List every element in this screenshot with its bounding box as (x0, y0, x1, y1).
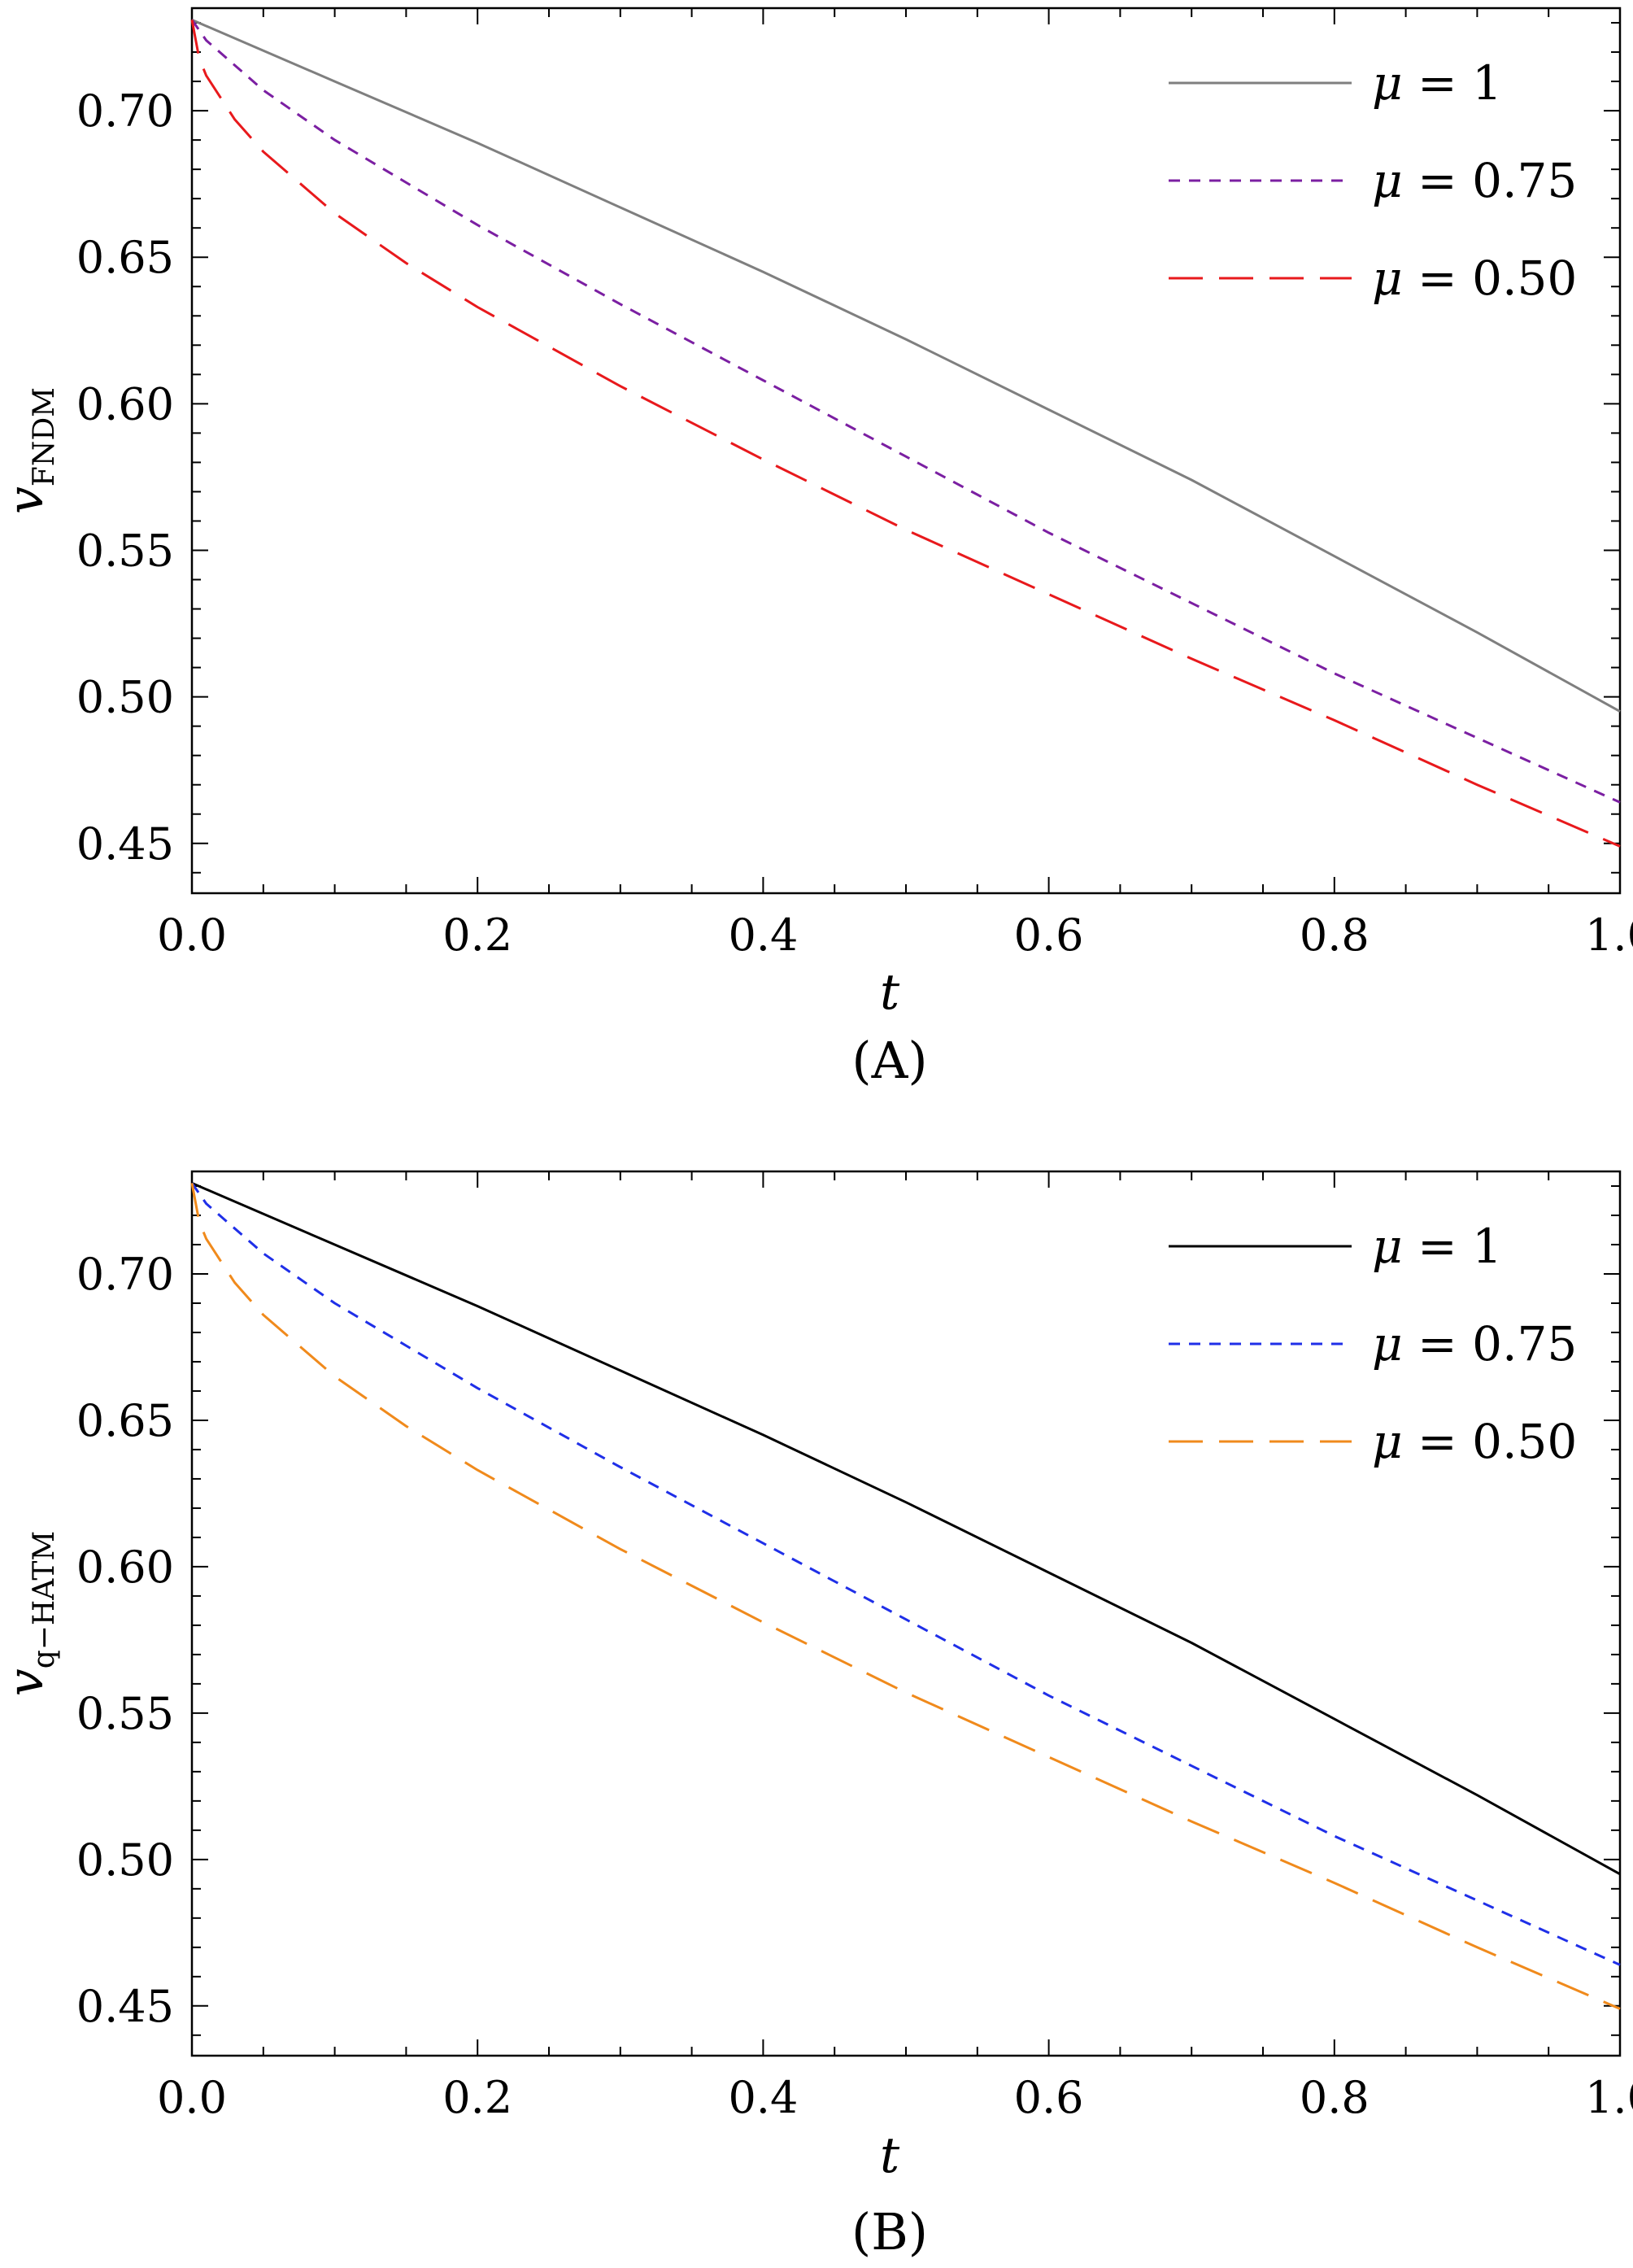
legend-label-3: μ = 0.50 (1372, 1414, 1577, 1469)
series-line-3 (190, 20, 1621, 848)
legend-label-2: μ = 0.75 (1372, 153, 1577, 208)
y-tick-label: 0.50 (76, 672, 174, 723)
x-tick-label: 1.0 (1585, 2072, 1633, 2123)
x-axis-title: t (880, 964, 900, 1021)
y-tick-label: 0.45 (76, 818, 174, 870)
x-tick-label: 0.4 (728, 2072, 798, 2123)
y-tick-label: 0.60 (76, 1542, 174, 1593)
chart-panel-b: 0.0 0.2 0.4 0.6 0.8 1.0 0.45 0.50 0.55 0.60 0.65 0.… (0, 1170, 1633, 2261)
series-line-2 (190, 1182, 1621, 1966)
legend-label-2: μ = 0.75 (1372, 1316, 1577, 1372)
panel-label: (B) (851, 2202, 928, 2261)
series-line-1 (191, 19, 1621, 713)
y-tick-label: 0.50 (76, 1834, 174, 1886)
x-tick-label: 0.6 (1014, 2072, 1084, 2123)
x-tick-label: 0.2 (442, 2072, 512, 2123)
legend-label-1: μ = 1 (1372, 1219, 1502, 1274)
y-tick-label: 0.65 (76, 232, 174, 283)
series-line-3 (190, 1183, 1621, 2010)
x-tick-label: 1.0 (1585, 909, 1633, 961)
series-line-2 (190, 19, 1621, 804)
y-tick-label: 0.55 (76, 1688, 174, 1739)
y-axis-title: vq−HATM (0, 1531, 61, 1696)
x-tick-label: 0.2 (442, 909, 512, 961)
y-tick-label: 0.45 (76, 1981, 174, 2032)
panel-label: (A) (851, 1031, 927, 1090)
plot-frame (190, 7, 1622, 895)
series-line-1 (191, 1182, 1621, 1876)
y-tick-label: 0.70 (76, 85, 174, 137)
x-tick-label: 0.6 (1014, 909, 1084, 961)
x-tick-label: 0.0 (157, 909, 227, 961)
y-tick-label: 0.70 (76, 1249, 174, 1300)
y-axis-title: vFNDM (0, 387, 61, 514)
y-tick-label: 0.65 (76, 1395, 174, 1446)
plot-frame (190, 1170, 1622, 2057)
legend-label-3: μ = 0.50 (1372, 251, 1577, 306)
y-tick-label: 0.60 (76, 378, 174, 430)
y-tick-label: 0.55 (76, 525, 174, 576)
x-tick-label: 0.8 (1300, 2072, 1370, 2123)
x-tick-label: 0.8 (1300, 909, 1370, 961)
x-tick-label: 0.4 (728, 909, 798, 961)
x-axis-title: t (880, 2127, 900, 2184)
x-tick-label: 0.0 (157, 2072, 227, 2123)
chart-panel-a: 0.0 0.2 0.4 0.6 0.8 1.0 0.45 0.50 0.55 0.60 0.65 0.… (0, 7, 1633, 1090)
legend-label-1: μ = 1 (1372, 55, 1502, 111)
